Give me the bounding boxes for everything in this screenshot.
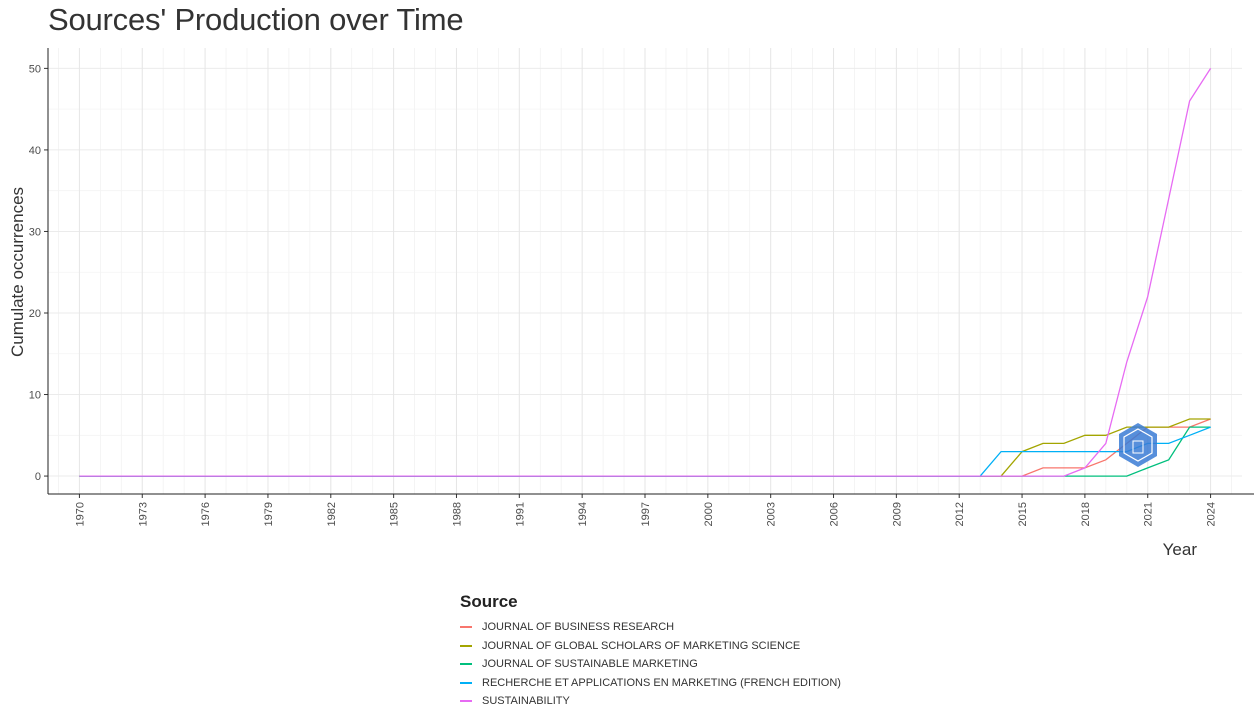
x-tick-label: 2015 bbox=[1017, 502, 1029, 526]
legend-label: RECHERCHE ET APPLICATIONS EN MARKETING (… bbox=[482, 676, 841, 689]
legend-label: JOURNAL OF BUSINESS RESEARCH bbox=[482, 621, 675, 634]
legend-label: JOURNAL OF SUSTAINABLE MARKETING bbox=[482, 658, 698, 671]
legend-title: Source bbox=[460, 592, 518, 611]
legend-item: JOURNAL OF SUSTAINABLE MARKETING bbox=[460, 655, 841, 674]
series-line bbox=[79, 426, 1211, 477]
x-tick-label: 2006 bbox=[829, 502, 841, 526]
y-tick-label: 0 bbox=[35, 471, 41, 483]
x-tick-label: 2003 bbox=[766, 502, 778, 526]
x-tick-label: 1976 bbox=[200, 502, 212, 526]
x-tick-label: 2021 bbox=[1143, 502, 1155, 526]
series-line bbox=[79, 68, 1212, 477]
x-axis-title: Year bbox=[1163, 540, 1198, 559]
y-tick-label: 20 bbox=[29, 308, 41, 320]
logo-book-shape bbox=[1132, 440, 1144, 454]
legend: Source JOURNAL OF BUSINESS RESEARCH JOURN… bbox=[460, 592, 841, 711]
x-tick-label: 2024 bbox=[1206, 502, 1218, 526]
legend-key bbox=[460, 700, 472, 703]
legend-label: SUSTAINABILITY bbox=[482, 695, 570, 708]
bibliometrix-logo-watermark bbox=[1119, 423, 1157, 467]
legend-key bbox=[460, 644, 472, 647]
y-axis-title: Cumulate occurrences bbox=[8, 187, 27, 357]
legend-item: JOURNAL OF GLOBAL SCHOLARS OF MARKETING … bbox=[460, 637, 841, 656]
series-line bbox=[79, 418, 1211, 477]
legend-key bbox=[460, 626, 472, 629]
x-tick-label: 2009 bbox=[891, 502, 903, 526]
x-tick-label: 1970 bbox=[74, 502, 86, 526]
x-tick-label: 1979 bbox=[263, 502, 275, 526]
x-tick-label: 1985 bbox=[389, 502, 401, 526]
series-line bbox=[79, 418, 1211, 477]
legend-item: JOURNAL OF BUSINESS RESEARCH bbox=[460, 618, 841, 637]
legend-key bbox=[460, 681, 472, 684]
y-tick-label: 40 bbox=[29, 145, 41, 157]
grid-lines bbox=[48, 48, 1242, 494]
legend-item: RECHERCHE ET APPLICATIONS EN MARKETING (… bbox=[460, 674, 841, 693]
legend-items: JOURNAL OF BUSINESS RESEARCH JOURNAL OF G… bbox=[460, 618, 841, 711]
line-chart: 0 10 20 30 40 50 1970 1973 1976 1979 1982 1985 1988 1… bbox=[8, 48, 1254, 559]
x-tick-label: 2000 bbox=[703, 502, 715, 526]
y-tick-label: 10 bbox=[29, 390, 41, 402]
x-tick-label: 1982 bbox=[326, 502, 338, 526]
logo-inner-hexagon bbox=[1123, 428, 1153, 462]
x-tick-label: 1973 bbox=[137, 502, 149, 526]
series-lines bbox=[79, 68, 1212, 477]
axes: 0 10 20 30 40 50 1970 1973 1976 1979 1982 1985 1988 1… bbox=[29, 48, 1254, 526]
legend-item: SUSTAINABILITY bbox=[460, 692, 841, 711]
x-tick-label: 1988 bbox=[451, 502, 463, 526]
x-tick-label: 1997 bbox=[640, 502, 652, 526]
legend-key bbox=[460, 663, 472, 666]
x-tick-label: 1994 bbox=[577, 502, 589, 526]
x-tick-label: 1991 bbox=[514, 502, 526, 526]
x-tick-label: 2012 bbox=[954, 502, 966, 526]
chart-title: Sources' Production over Time bbox=[48, 2, 464, 37]
legend-label: JOURNAL OF GLOBAL SCHOLARS OF MARKETING … bbox=[482, 639, 801, 652]
y-tick-label: 50 bbox=[29, 63, 41, 75]
y-tick-label: 30 bbox=[29, 226, 41, 238]
x-tick-label: 2018 bbox=[1080, 502, 1092, 526]
